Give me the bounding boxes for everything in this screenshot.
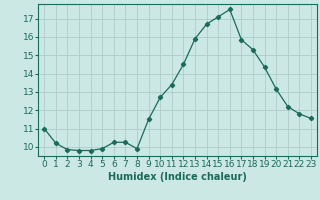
X-axis label: Humidex (Indice chaleur): Humidex (Indice chaleur) xyxy=(108,172,247,182)
